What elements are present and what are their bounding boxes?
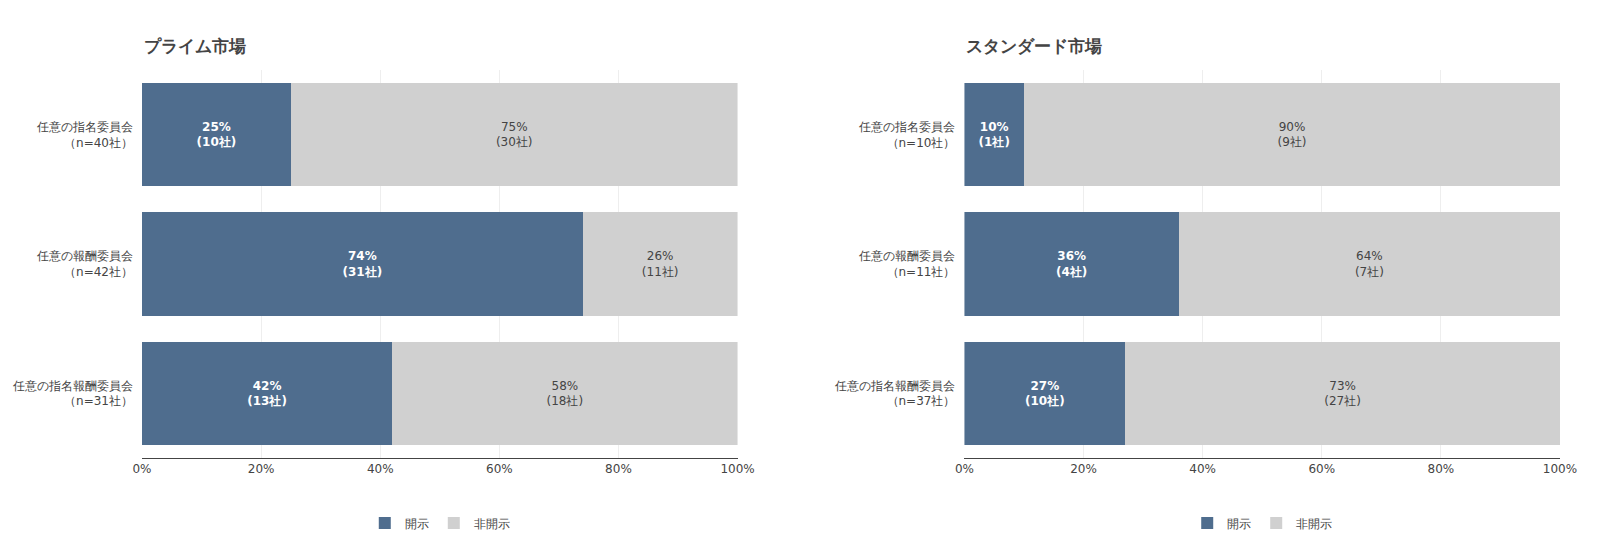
svg-text:スタンダード市場: スタンダード市場 xyxy=(966,36,1102,56)
svg-text:20%: 20% xyxy=(1070,462,1097,476)
svg-text:20%: 20% xyxy=(248,462,275,476)
svg-text:36%(4社): 36%(4社) xyxy=(1056,249,1087,279)
svg-text:42%(13社): 42%(13社) xyxy=(247,379,287,409)
svg-text:任意の指名委員会（n=40社）: 任意の指名委員会（n=40社） xyxy=(36,120,133,150)
svg-text:73%(27社): 73%(27社) xyxy=(1324,379,1361,409)
svg-text:プライム市場: プライム市場 xyxy=(144,36,246,56)
svg-text:75%(30社): 75%(30社) xyxy=(496,120,533,150)
svg-text:任意の指名報酬委員会（n=31社）: 任意の指名報酬委員会（n=31社） xyxy=(12,379,133,409)
svg-text:80%: 80% xyxy=(1428,462,1455,476)
svg-text:25%(10社): 25%(10社) xyxy=(197,120,237,150)
svg-text:任意の指名報酬委員会（n=37社）: 任意の指名報酬委員会（n=37社） xyxy=(834,379,955,409)
svg-text:26%(11社): 26%(11社) xyxy=(642,249,679,279)
svg-text:40%: 40% xyxy=(367,462,394,476)
svg-text:非開示: 非開示 xyxy=(1296,517,1332,531)
svg-text:0%: 0% xyxy=(955,462,974,476)
svg-text:64%(7社): 64%(7社) xyxy=(1355,249,1384,279)
svg-text:80%: 80% xyxy=(605,462,632,476)
svg-text:0%: 0% xyxy=(132,462,151,476)
svg-text:任意の報酬委員会（n=11社）: 任意の報酬委員会（n=11社） xyxy=(858,249,955,279)
svg-text:開示: 開示 xyxy=(405,517,429,531)
svg-text:90%(9社): 90%(9社) xyxy=(1278,120,1307,150)
svg-text:100%: 100% xyxy=(720,462,754,476)
svg-text:58%(18社): 58%(18社) xyxy=(547,379,584,409)
svg-text:10%(1社): 10%(1社) xyxy=(979,120,1010,150)
svg-text:100%: 100% xyxy=(1543,462,1577,476)
svg-text:60%: 60% xyxy=(486,462,513,476)
svg-text:40%: 40% xyxy=(1189,462,1216,476)
svg-text:非開示: 非開示 xyxy=(474,517,510,531)
svg-text:60%: 60% xyxy=(1308,462,1335,476)
svg-text:74%(31社): 74%(31社) xyxy=(343,249,383,279)
svg-text:27%(10社): 27%(10社) xyxy=(1025,379,1065,409)
svg-text:任意の指名委員会（n=10社）: 任意の指名委員会（n=10社） xyxy=(858,120,955,150)
svg-text:任意の報酬委員会（n=42社）: 任意の報酬委員会（n=42社） xyxy=(36,249,133,279)
svg-text:開示: 開示 xyxy=(1227,517,1251,531)
